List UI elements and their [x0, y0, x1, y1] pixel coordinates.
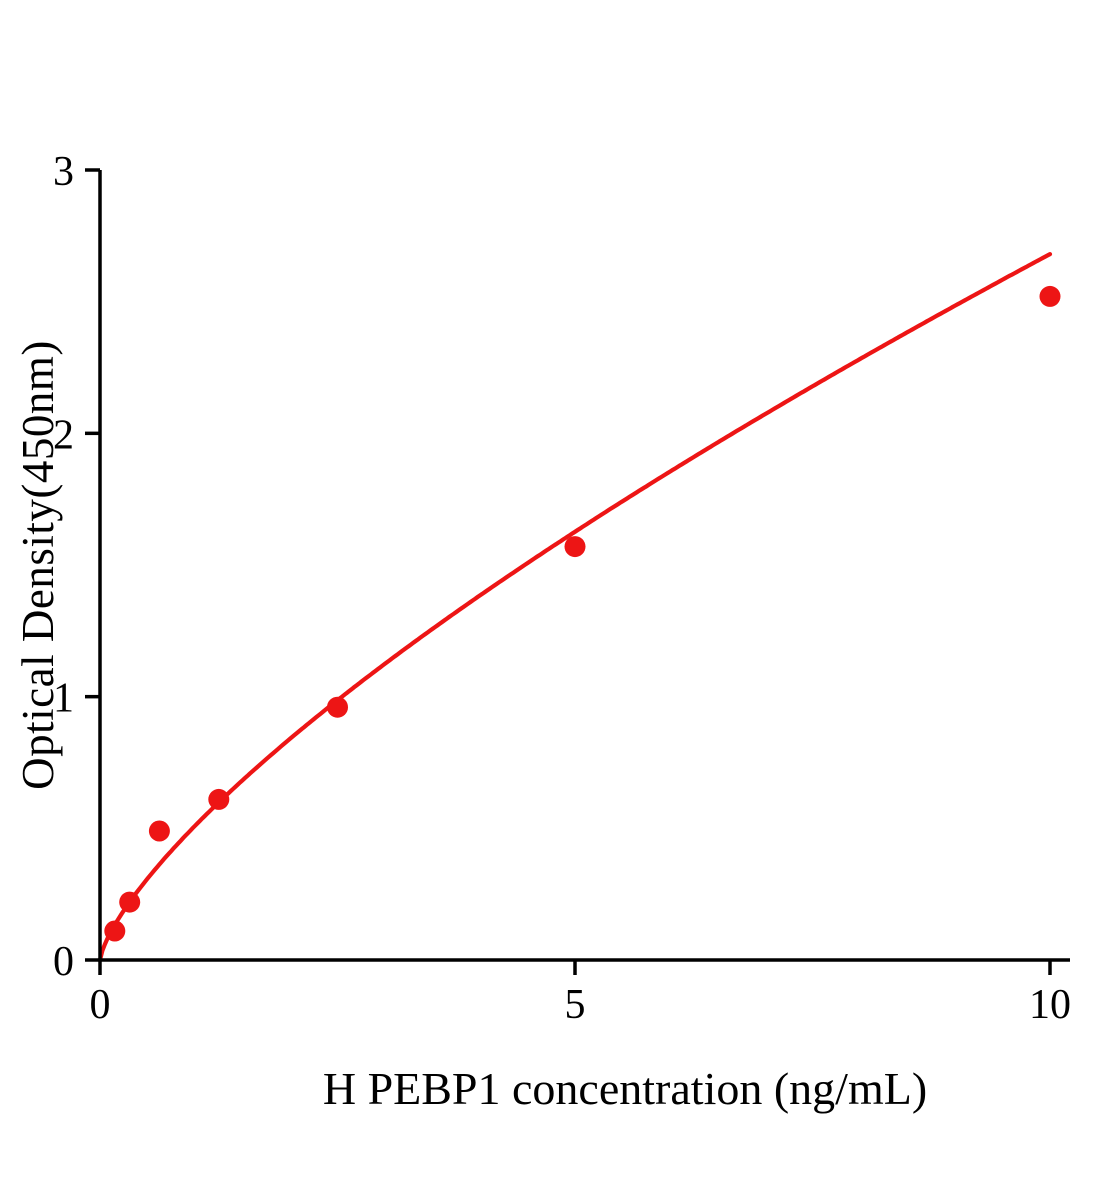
data-point: [564, 536, 586, 558]
fit-curve: [97, 252, 1053, 963]
y-axis-title: Optical Density(450nm): [13, 340, 63, 790]
y-tick-label: 2: [53, 412, 74, 458]
data-point: [119, 891, 141, 913]
data-point: [208, 788, 230, 810]
data-point: [104, 920, 126, 942]
y-tick-label: 0: [53, 939, 74, 985]
y-tick-label: 1: [53, 676, 74, 722]
data-point: [327, 696, 348, 718]
x-tick-label: 5: [565, 982, 586, 1028]
x-tick-label: 0: [90, 982, 111, 1028]
data-point: [148, 820, 170, 842]
x-axis-title: H PEBP1 concentration (ng/mL): [322, 1063, 928, 1114]
data-point: [1039, 285, 1061, 307]
y-tick-label: 3: [53, 149, 74, 195]
x-tick-label: 10: [1029, 982, 1071, 1028]
